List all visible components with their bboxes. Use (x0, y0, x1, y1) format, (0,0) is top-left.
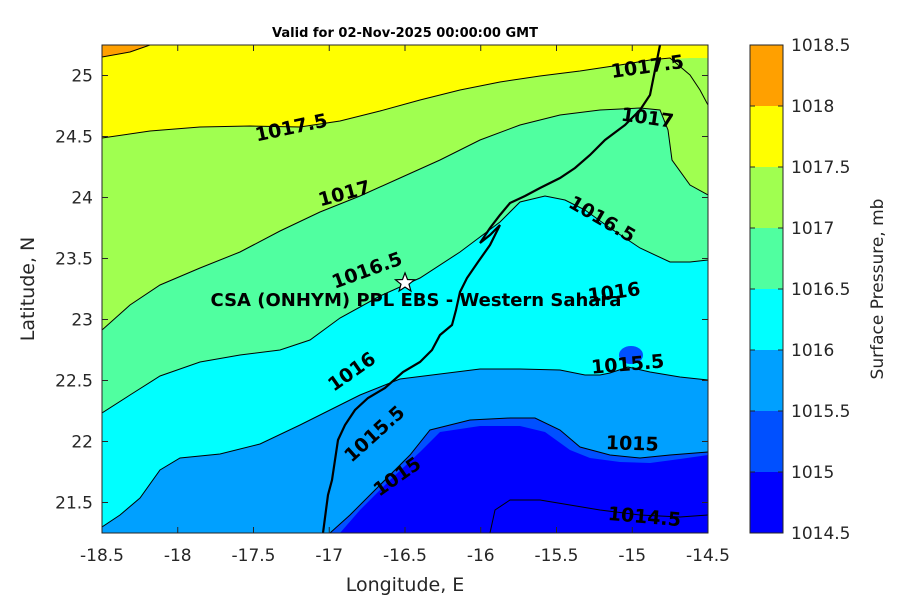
y-tick-label: 23.5 (55, 250, 93, 270)
colorbar-tick-label: 1014.5 (791, 524, 850, 544)
y-tick-label: 23 (71, 311, 93, 331)
contour-label: 1015 (605, 432, 659, 456)
map-title: Valid for 02-Nov-2025 00:00:00 GMT (272, 26, 538, 41)
y-axis: 21.5 22 22.5 23 23.5 24 24.5 25 (55, 67, 708, 514)
colorbar-segment (750, 167, 783, 228)
colorbar: 1014.5 1015 1015.5 1016 1016.5 1017 1017.5 1018… (749, 36, 850, 544)
x-axis: -18.5 -18 -17.5 -17 -16.5 -16 -15.5 -15 -14.5 (80, 45, 730, 566)
colorbar-tick-label: 1017 (791, 219, 834, 239)
band-1015.5-bulge (619, 346, 643, 364)
band-1014.5-core (340, 426, 708, 533)
isobar-1015 (489, 499, 708, 533)
colorbar-segment (750, 228, 783, 289)
y-tick-label: 21.5 (55, 494, 93, 514)
y-tick-label: 24.5 (55, 128, 93, 148)
colorbar-tick-label: 1017.5 (791, 158, 850, 178)
station-star-icon (393, 271, 417, 293)
colorbar-segment (750, 45, 783, 106)
colorbar-segment (750, 350, 783, 411)
y-tick-label: 22 (71, 433, 93, 453)
colorbar-segment (750, 472, 783, 533)
x-tick-label: -16 (467, 546, 495, 566)
x-tick-label: -17.5 (232, 546, 276, 566)
colorbar-tick-label: 1018 (791, 97, 834, 117)
contour-lines (102, 45, 708, 533)
x-tick-label: -18 (164, 546, 192, 566)
station-layer: CSA (ONHYM) PPL EBS - Western Sahara (211, 271, 622, 311)
isobar-1017.5 (102, 57, 708, 139)
isobar-1016.5 (102, 195, 708, 414)
isobar-1016 (102, 366, 708, 528)
y-axis-label: Latitude, N (17, 237, 39, 342)
x-axis-label: Longitude, E (346, 574, 465, 596)
y-tick-label: 22.5 (55, 372, 93, 392)
x-tick-label: -15 (618, 546, 646, 566)
x-tick-label: -15.5 (535, 546, 579, 566)
x-tick-label: -14.5 (686, 546, 730, 566)
colorbar-tick-label: 1015.5 (791, 402, 850, 422)
colorbar-tick-label: 1015 (791, 463, 834, 483)
x-tick-label: -18.5 (80, 546, 124, 566)
x-tick-label: -17 (315, 546, 343, 566)
colorbar-segment (750, 106, 783, 167)
station-label: CSA (ONHYM) PPL EBS - Western Sahara (211, 290, 622, 311)
x-tick-label: -16.5 (383, 546, 427, 566)
colorbar-tick-label: 1016 (791, 341, 834, 361)
isobar-1015.5 (329, 417, 708, 533)
coastline (321, 45, 662, 533)
y-tick-label: 24 (71, 189, 93, 209)
colorbar-tick-label: 1018.5 (791, 36, 850, 56)
colorbar-segment (750, 411, 783, 472)
isobar-1017 (102, 107, 708, 331)
colorbar-segment (750, 289, 783, 350)
colorbar-tick-label: 1016.5 (791, 280, 850, 300)
colorbar-label: Surface Pressure, mb (868, 199, 888, 380)
y-tick-label: 25 (71, 67, 93, 87)
contour-fill (102, 45, 708, 533)
isobar-1018 (102, 45, 151, 58)
